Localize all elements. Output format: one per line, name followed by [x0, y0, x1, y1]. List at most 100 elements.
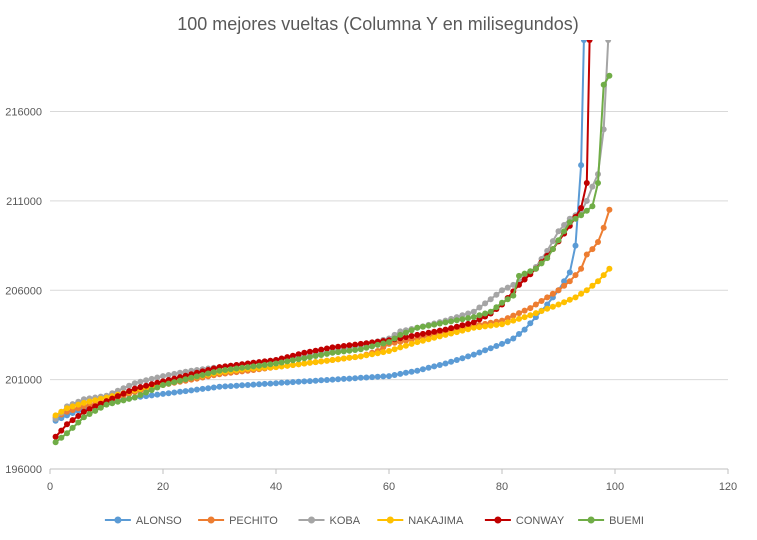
data-point: [583, 197, 590, 204]
data-point: [92, 403, 99, 410]
data-point: [566, 278, 573, 285]
data-point: [363, 340, 370, 347]
data-point: [273, 380, 279, 387]
data-point: [510, 312, 517, 319]
data-point: [425, 364, 432, 371]
data-point: [544, 255, 551, 262]
data-point: [600, 224, 607, 231]
x-tick-label: 0: [47, 481, 53, 493]
data-point: [425, 336, 432, 343]
data-point: [306, 378, 313, 385]
data-point: [465, 320, 472, 327]
data-point: [572, 242, 579, 249]
data-point: [244, 382, 251, 388]
data-point: [289, 379, 296, 386]
data-point: [352, 341, 359, 348]
data-point: [408, 340, 415, 347]
data-point: [131, 385, 138, 392]
data-point: [544, 294, 551, 301]
data-point: [137, 378, 144, 385]
data-point: [578, 265, 585, 272]
data-point: [448, 325, 455, 332]
data-point: [329, 349, 336, 356]
data-point: [425, 322, 432, 329]
data-point: [165, 380, 172, 387]
data-point: [171, 389, 178, 396]
data-point: [92, 407, 99, 414]
data-point: [323, 345, 330, 352]
data-point: [92, 397, 99, 404]
data-point: [549, 290, 556, 297]
data-point: [289, 362, 296, 368]
data-point: [318, 377, 325, 384]
data-point: [312, 347, 319, 354]
legend-label: BUEMI: [609, 515, 644, 527]
data-point: [160, 382, 166, 388]
data-point: [131, 394, 138, 401]
data-point: [318, 352, 325, 358]
y-tick-label: 211000: [6, 196, 42, 208]
data-point: [369, 351, 376, 358]
legend-swatch-marker: [587, 516, 595, 524]
data-point: [606, 72, 613, 79]
y-tick-label: 196000: [5, 464, 42, 476]
data-point: [499, 340, 505, 347]
axes: 196000 201000 206000 211000 216000 0 20 40 60 80 1…: [5, 107, 737, 494]
data-point: [301, 378, 308, 385]
data-point: [284, 358, 291, 365]
data-point: [470, 308, 477, 315]
data-point: [578, 205, 585, 211]
data-point: [436, 362, 443, 368]
data-point: [222, 367, 229, 373]
data-point: [521, 270, 528, 277]
data-point: [278, 379, 285, 386]
data-point: [397, 344, 404, 351]
data-point: [306, 348, 313, 355]
data-point: [301, 349, 308, 356]
data-point: [453, 323, 460, 330]
legend-swatch-marker: [386, 516, 394, 524]
data-point: [386, 373, 392, 380]
data-point: [267, 380, 274, 387]
data-point: [589, 183, 596, 190]
data-point: [493, 304, 500, 311]
data-point: [69, 424, 76, 431]
data-point: [555, 301, 562, 308]
data-point: [64, 421, 70, 428]
data-point: [566, 269, 573, 276]
data-point: [380, 373, 387, 380]
data-point: [561, 299, 568, 306]
data-point: [465, 353, 472, 360]
data-point: [346, 375, 353, 382]
legend-label: NAKAJIMA: [408, 515, 464, 527]
data-point: [340, 355, 347, 362]
data-point: [210, 369, 217, 376]
data-point: [143, 377, 150, 384]
data-point: [261, 362, 268, 368]
data-point: [499, 299, 505, 306]
data-point: [527, 268, 534, 275]
data-point: [561, 222, 568, 228]
data-point: [148, 387, 155, 393]
data-point: [97, 395, 104, 402]
data-point: [126, 382, 133, 389]
data-point: [476, 316, 483, 323]
data-point: [521, 276, 528, 283]
data-point: [154, 379, 161, 386]
data-point: [363, 352, 370, 359]
data-point: [544, 247, 551, 254]
data-point: [436, 333, 443, 340]
data-point: [295, 356, 302, 363]
data-point: [58, 408, 65, 415]
data-point: [606, 265, 613, 272]
legend-item-koba: KOBA: [298, 515, 361, 527]
data-point: [114, 398, 121, 405]
data-point: [600, 272, 607, 279]
data-point: [148, 381, 155, 388]
data-point: [261, 380, 268, 387]
data-point: [357, 340, 364, 347]
data-point: [425, 329, 432, 336]
data-point: [86, 411, 93, 417]
data-point: [504, 284, 511, 291]
